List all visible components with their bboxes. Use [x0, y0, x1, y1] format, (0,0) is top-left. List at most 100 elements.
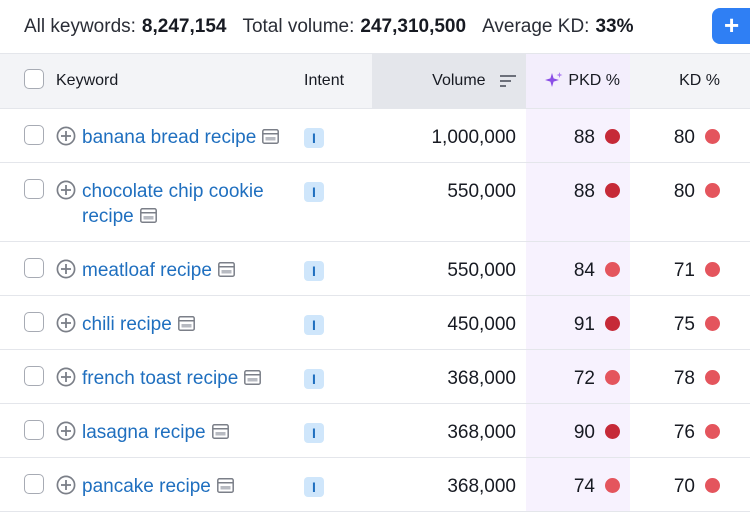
keyword-label: chili recipe: [82, 314, 172, 335]
keyword-label: french toast recipe: [82, 368, 239, 389]
keyword-label: lasagna recipe: [82, 422, 206, 443]
table-row: chili recipe I 450,000 91 75: [0, 295, 750, 350]
pkd-cell: 84: [526, 241, 630, 296]
all-keywords-label: All keywords:: [24, 15, 136, 37]
pkd-value: 91: [573, 314, 595, 335]
pkd-value: 74: [573, 476, 595, 497]
row-checkbox[interactable]: [24, 420, 44, 440]
pkd-cell: 72: [526, 349, 630, 404]
add-button[interactable]: +: [712, 8, 750, 44]
total-volume-value: 247,310,500: [360, 15, 467, 37]
intent-badge[interactable]: I: [304, 261, 324, 281]
serp-features-icon[interactable]: [211, 424, 229, 439]
select-all-checkbox[interactable]: [24, 68, 44, 89]
plus-circle-icon[interactable]: [56, 126, 76, 146]
row-checkbox[interactable]: [24, 179, 44, 199]
kd-cell: 80: [630, 108, 750, 163]
keyword-label: pancake recipe: [82, 476, 211, 497]
pkd-cell: 88: [526, 162, 630, 242]
serp-features-icon[interactable]: [217, 262, 235, 277]
intent-badge[interactable]: I: [304, 128, 324, 148]
volume-cell: 368,000: [372, 457, 526, 512]
plus-circle-icon[interactable]: [56, 313, 76, 333]
keyword-link[interactable]: lasagna recipe: [82, 420, 229, 445]
serp-features-icon[interactable]: [244, 370, 262, 385]
serp-features-icon[interactable]: [262, 129, 280, 144]
keyword-label: banana bread recipe: [82, 127, 257, 148]
header-volume[interactable]: Volume: [372, 53, 526, 109]
kd-difficulty-dot: [705, 477, 720, 493]
intent-cell: I: [304, 108, 372, 163]
keyword-link[interactable]: chili recipe: [82, 312, 195, 337]
header-pkd[interactable]: PKD %: [526, 53, 630, 109]
sort-descending-icon[interactable]: [500, 74, 516, 88]
serp-features-icon[interactable]: [177, 316, 195, 331]
keyword-link[interactable]: banana bread recipe: [82, 125, 280, 150]
intent-badge[interactable]: I: [304, 423, 324, 443]
intent-cell: I: [304, 295, 372, 350]
kd-difficulty-dot: [705, 369, 720, 385]
volume-value: 368,000: [447, 422, 516, 443]
keywords-table: Keyword Intent Volume PKD % KD %: [0, 53, 750, 512]
volume-cell: 550,000: [372, 241, 526, 296]
pkd-difficulty-dot: [605, 477, 620, 493]
pkd-value: 84: [573, 260, 595, 281]
kd-difficulty-dot: [705, 423, 720, 439]
volume-cell: 450,000: [372, 295, 526, 350]
keyword-link[interactable]: meatloaf recipe: [82, 258, 235, 283]
all-keywords-stat: All keywords: 8,247,154: [24, 16, 226, 38]
plus-circle-icon[interactable]: [56, 475, 76, 495]
pkd-cell: 88: [526, 108, 630, 163]
header-volume-label: Volume: [432, 72, 486, 89]
pkd-difficulty-dot: [605, 315, 620, 331]
serp-features-icon[interactable]: [216, 478, 234, 493]
plus-circle-icon[interactable]: [56, 421, 76, 441]
plus-circle-icon[interactable]: [56, 259, 76, 279]
row-checkbox[interactable]: [24, 366, 44, 386]
pkd-difficulty-dot: [605, 182, 620, 198]
serp-features-icon[interactable]: [139, 208, 157, 223]
sparkle-icon: [545, 72, 563, 87]
header-intent[interactable]: Intent: [304, 53, 372, 109]
kd-cell: 71: [630, 241, 750, 296]
intent-badge[interactable]: I: [304, 369, 324, 389]
intent-badge[interactable]: I: [304, 477, 324, 497]
all-keywords-value: 8,247,154: [141, 15, 227, 37]
kd-value: 70: [673, 476, 695, 497]
row-checkbox[interactable]: [24, 258, 44, 278]
row-select-cell: [0, 295, 56, 350]
pkd-cell: 91: [526, 295, 630, 350]
row-checkbox[interactable]: [24, 474, 44, 494]
kd-difficulty-dot: [705, 261, 720, 277]
kd-value: 80: [673, 127, 695, 148]
intent-badge[interactable]: I: [304, 182, 324, 202]
pkd-cell: 90: [526, 403, 630, 458]
row-checkbox[interactable]: [24, 312, 44, 332]
intent-cell: I: [304, 457, 372, 512]
pkd-value: 72: [573, 368, 595, 389]
header-pkd-label: PKD %: [568, 72, 620, 90]
table-row: lasagna recipe I 368,000 90 76: [0, 403, 750, 458]
keyword-link[interactable]: chocolate chip cookie recipe: [82, 179, 282, 229]
intent-badge[interactable]: I: [304, 315, 324, 335]
keyword-summary-bar: All keywords: 8,247,154 Total volume: 247,…: [0, 0, 750, 53]
pkd-difficulty-dot: [605, 369, 620, 385]
row-checkbox[interactable]: [24, 125, 44, 145]
volume-cell: 1,000,000: [372, 108, 526, 163]
plus-circle-icon[interactable]: [56, 367, 76, 387]
row-select-cell: [0, 349, 56, 404]
keyword-link[interactable]: pancake recipe: [82, 474, 234, 499]
header-select-all: [0, 53, 56, 109]
kd-value: 75: [673, 314, 695, 335]
keyword-link[interactable]: french toast recipe: [82, 366, 262, 391]
pkd-value: 88: [573, 127, 595, 148]
header-keyword[interactable]: Keyword: [56, 53, 304, 109]
kd-value: 80: [673, 181, 695, 202]
header-kd[interactable]: KD %: [630, 53, 750, 109]
kd-cell: 76: [630, 403, 750, 458]
volume-value: 368,000: [447, 476, 516, 497]
average-kd-stat: Average KD: 33%: [482, 16, 633, 38]
row-select-cell: [0, 403, 56, 458]
volume-value: 1,000,000: [431, 127, 516, 148]
plus-circle-icon[interactable]: [56, 180, 76, 200]
